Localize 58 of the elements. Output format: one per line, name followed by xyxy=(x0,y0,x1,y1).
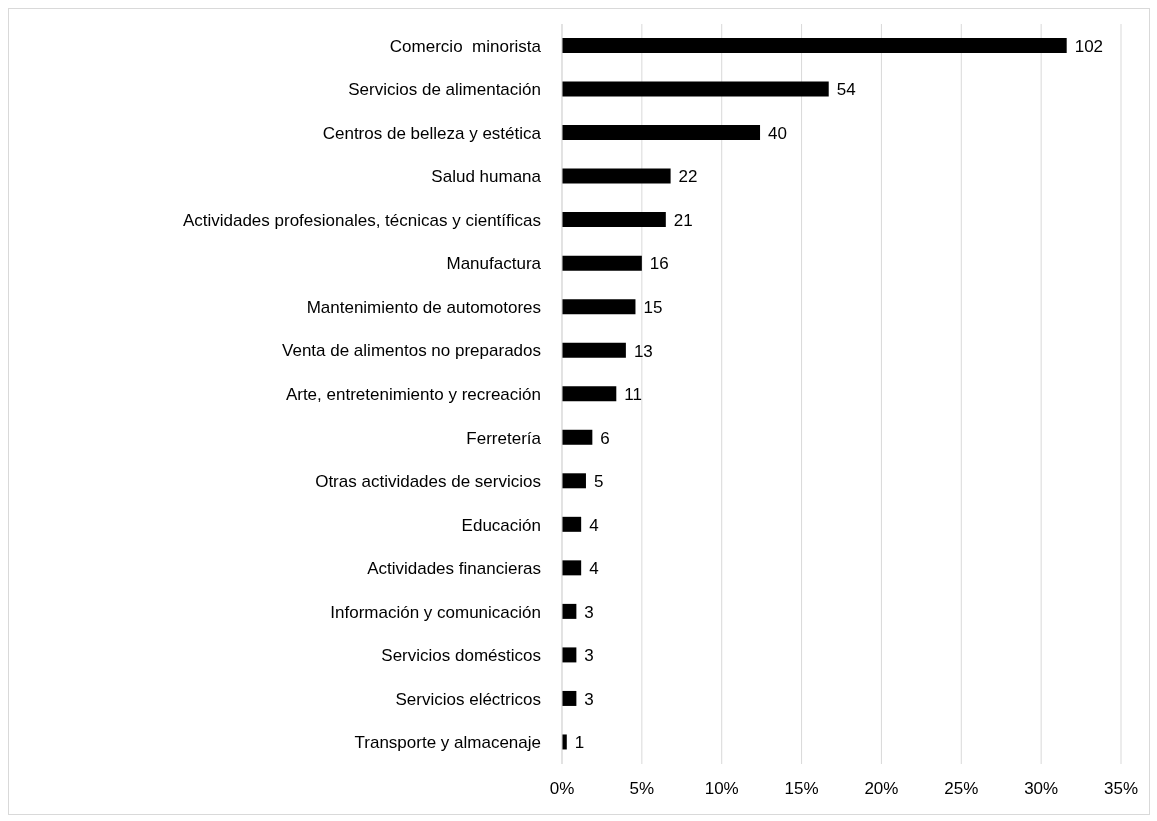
x-tick-label: 25% xyxy=(944,779,979,799)
annotation: 22 xyxy=(678,167,698,187)
annotation: 1 xyxy=(574,733,585,753)
annotation: 11 xyxy=(624,385,642,405)
bar xyxy=(562,516,582,532)
annotation: 13 xyxy=(633,341,653,361)
y-tick-label: Información y comunicación xyxy=(330,602,541,622)
annotation: 4 xyxy=(589,515,599,535)
y-tick-label: Manufactura xyxy=(446,254,542,274)
y-tick-label: Servicios eléctricos xyxy=(395,689,541,709)
y-tick-label: Transporte y almacenaje xyxy=(354,733,541,753)
y-tick-label: Servicios domésticos xyxy=(381,646,541,666)
y-tick-label: Otras actividades de servicios xyxy=(315,472,541,492)
annotation: 21 xyxy=(673,210,693,230)
annotation: 5 xyxy=(593,472,604,492)
x-tick-label: 5% xyxy=(629,779,655,799)
x-tick-label: 15% xyxy=(784,779,819,799)
bar xyxy=(562,299,636,315)
annotation: 3 xyxy=(584,646,594,666)
y-tick-label: Mantenimiento de automotores xyxy=(306,297,541,317)
bar xyxy=(562,38,1067,53)
y-tick-label: Actividades financieras xyxy=(367,559,541,579)
y-tick-label: Educación xyxy=(461,515,541,535)
x-tick-label: 10% xyxy=(704,779,739,799)
annotation: 54 xyxy=(836,80,856,100)
x-tick-label: 35% xyxy=(1103,779,1139,799)
annotation: 16 xyxy=(649,254,669,274)
annotation: 4 xyxy=(589,559,599,579)
bar xyxy=(562,560,582,576)
bar xyxy=(562,255,642,271)
annotation: 40 xyxy=(768,123,787,143)
x-tick-label: 20% xyxy=(864,779,899,799)
x-tick-label: 0% xyxy=(549,779,575,799)
bar xyxy=(562,386,617,402)
bar xyxy=(562,473,586,489)
y-tick-label: Servicios de alimentación xyxy=(348,80,541,100)
bar xyxy=(562,168,671,184)
annotation: 6 xyxy=(600,428,610,448)
y-tick-label: Actividades profesionales, técnicas y científicas xyxy=(182,210,541,230)
bar xyxy=(562,647,577,663)
bar xyxy=(562,690,577,706)
y-tick-label: Salud humana xyxy=(431,167,542,187)
annotation: 102 xyxy=(1074,36,1104,56)
y-tick-label: Comercio minorista xyxy=(389,36,542,56)
y-tick-label: Ferretería xyxy=(466,428,542,448)
bar xyxy=(562,125,761,141)
annotation: 3 xyxy=(584,689,594,709)
y-tick-label: Centros de belleza y estética xyxy=(322,123,542,143)
annotation: 3 xyxy=(584,602,594,622)
bar xyxy=(562,212,666,228)
x-tick-label: 30% xyxy=(1024,779,1059,799)
bar xyxy=(562,603,577,619)
y-tick-label: Arte, entretenimiento y recreación xyxy=(285,385,541,404)
annotation: 15 xyxy=(643,297,663,317)
y-tick-label: Venta de alimentos no preparados xyxy=(282,341,541,361)
bar xyxy=(562,81,829,97)
bar xyxy=(562,342,626,358)
bar xyxy=(562,429,593,445)
